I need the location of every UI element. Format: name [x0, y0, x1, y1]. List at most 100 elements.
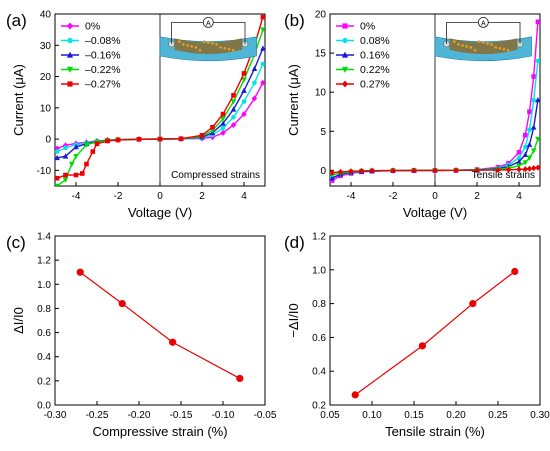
data-point	[55, 183, 60, 186]
plot-area	[330, 19, 540, 183]
data-point	[341, 80, 349, 88]
data-point	[527, 127, 532, 133]
data-point	[495, 166, 501, 173]
inset-particle	[211, 42, 214, 45]
inset-particle	[490, 43, 493, 46]
data-point	[115, 137, 121, 143]
y-tick-label: 0	[45, 135, 51, 146]
data-point	[178, 136, 184, 142]
data-point	[505, 166, 512, 173]
data-point	[236, 374, 244, 383]
data-point	[330, 178, 335, 183]
panel-a: (a) -4 -2 0 2 4 -10 0 10 20 30 40 Voltage (V) Current…	[6, 10, 266, 220]
data-point	[241, 111, 247, 118]
data-point	[105, 138, 110, 144]
y-tick-label: 1.0	[37, 280, 51, 291]
inset-particle	[219, 46, 223, 49]
data-point	[73, 143, 79, 150]
x-tick-label: 0	[432, 191, 438, 202]
inset-particle	[182, 43, 185, 46]
data-point	[341, 66, 349, 73]
data-point	[523, 132, 528, 138]
data-point	[531, 74, 536, 79]
data-point	[526, 155, 533, 161]
inset-ammeter	[477, 16, 489, 28]
y-axis-title: Current (μA)	[11, 64, 26, 136]
data-point	[469, 300, 477, 308]
data-point	[453, 167, 459, 174]
x-tick-label: 4	[241, 191, 247, 202]
data-point	[251, 65, 258, 72]
series-line	[79, 271, 241, 379]
panel-b: (b) -4 -2 0 2 4 0 5 10 15 20 Voltage (V) Current (μA…	[284, 10, 541, 220]
plot-frame	[54, 235, 266, 406]
y-axis-title: ΔI/I0	[11, 307, 26, 334]
data-point	[260, 14, 265, 20]
y-tick-label: 40	[40, 10, 52, 21]
data-point	[220, 129, 226, 136]
y-tick-label: 0.8	[312, 299, 326, 310]
y-tick-label: 0.8	[37, 304, 51, 315]
data-point	[230, 106, 237, 112]
y-tick-label: -10	[37, 166, 52, 177]
panel-d: (d) 0.05 0.10 0.15 0.20 0.25 0.30 0.2 0.4 0.6 0.8 1…	[284, 232, 550, 440]
data-point	[351, 391, 359, 399]
x-axis-title: Tensile strain (%)	[385, 424, 485, 439]
plot-area	[55, 14, 265, 186]
legend-entry: –0.16%	[85, 50, 121, 62]
y-tick-label: 5	[320, 127, 326, 138]
data-point	[76, 268, 84, 276]
data-point	[251, 95, 258, 102]
data-point	[330, 175, 335, 181]
data-point	[535, 136, 540, 143]
inset-nanowire-film	[449, 38, 518, 55]
data-point	[83, 142, 90, 148]
y-tick-label: 20	[40, 72, 52, 83]
y-tick-label: 10	[315, 88, 327, 99]
inset-nanowire-film	[174, 38, 243, 55]
data-point	[530, 165, 537, 172]
legend-entry: 0.08%	[360, 35, 390, 47]
panel-label: (c)	[6, 233, 26, 252]
data-point	[199, 133, 205, 138]
inset-ammeter	[202, 16, 214, 28]
y-tick-label: 1.4	[37, 232, 51, 243]
panel-label: (d)	[284, 233, 305, 252]
data-point	[342, 23, 348, 29]
data-point	[330, 169, 335, 176]
data-point	[66, 51, 74, 58]
legend-entry: 0.16%	[360, 50, 390, 62]
data-point	[535, 58, 540, 64]
data-point	[169, 338, 177, 346]
x-tick-label: 2	[474, 191, 480, 202]
data-point	[260, 45, 265, 51]
x-tick-label: 0	[157, 191, 163, 202]
data-point	[63, 145, 68, 151]
x-tick-label: 0.25	[488, 410, 508, 421]
data-point	[94, 141, 100, 147]
y-tick-label: 1.2	[312, 232, 326, 243]
inset-particle	[482, 41, 485, 44]
inset-particle	[461, 44, 464, 47]
inset-particle	[473, 48, 477, 52]
data-point	[535, 97, 540, 103]
data-point	[418, 342, 426, 350]
x-tick-label: -4	[72, 191, 81, 202]
data-point	[220, 120, 226, 126]
x-tick-label: -0.20	[128, 410, 151, 421]
inset-particle	[506, 48, 510, 52]
y-tick-label: 0.6	[37, 328, 51, 339]
data-point	[535, 19, 540, 25]
data-point	[241, 71, 247, 76]
data-point	[67, 81, 73, 87]
data-point	[522, 151, 529, 158]
y-axis-title: −ΔI/I0	[286, 303, 301, 337]
data-point	[337, 168, 344, 175]
data-point	[66, 22, 74, 30]
annotation-label: Compressed strains	[171, 170, 260, 181]
inset-particle	[215, 43, 218, 46]
data-point	[241, 77, 247, 83]
y-axis-title: Current (μA)	[286, 64, 301, 136]
x-tick-label: 0.05	[320, 410, 340, 421]
